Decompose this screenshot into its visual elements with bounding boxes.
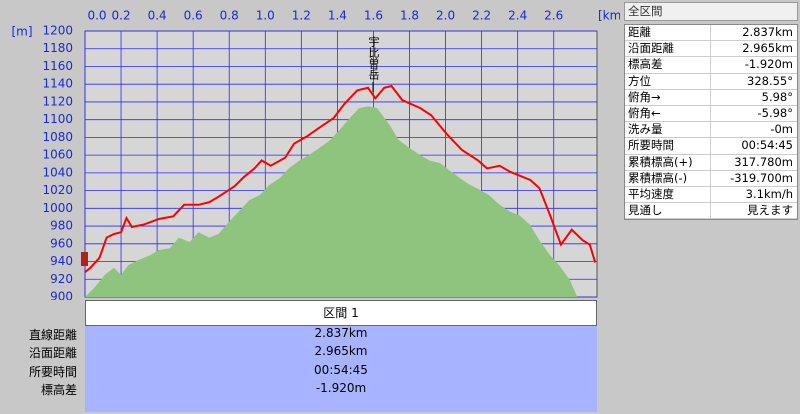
summary-value: 3.1km/h: [745, 186, 793, 201]
chart: [m] [km] 900 920 940 960 980 1000 1020 1040 1060…: [11, 9, 620, 301]
route-line: [84, 84, 597, 273]
summary-label: 方位: [625, 73, 711, 89]
x-tick-label: 1.4: [328, 9, 347, 23]
section-value: -1.920m: [315, 380, 367, 395]
x-tick-label: 0.8: [220, 9, 239, 23]
summary-label: 累積標高(+): [625, 154, 711, 170]
summary-label: 洗み量: [625, 122, 711, 138]
section-value: 00:54:45: [314, 362, 368, 377]
y-tick-label: 1120: [42, 94, 73, 108]
summary-label: 標高差: [625, 57, 711, 73]
y-tick-label: 1160: [42, 59, 73, 73]
summary-label: 沿面距離: [625, 41, 711, 57]
x-tick-label: 2.2: [472, 9, 491, 23]
y-tick-label: 1100: [42, 112, 73, 126]
y-tick-label: 980: [50, 219, 73, 233]
x-tick-label: 0.6: [184, 9, 203, 23]
summary-label: 距離: [625, 25, 711, 41]
x-unit: [km]: [598, 9, 620, 23]
x-tick-label: 0.4: [148, 9, 167, 23]
summary-row: 俯角← -5.98°: [625, 105, 797, 123]
summary-row: 俯角→ 5.98°: [625, 89, 797, 106]
summary-value: 2.837km: [742, 25, 793, 39]
y-tick-label: 1040: [42, 165, 73, 179]
section-value: 2.965km: [314, 344, 368, 359]
summary-value: -0m: [770, 122, 793, 137]
summary-label: 見通し: [625, 203, 711, 219]
summary-row: 見通し 見えます: [625, 203, 797, 220]
start-marker: [81, 252, 88, 266]
summary-label: 平均速度: [625, 186, 711, 203]
section-label: 沿面距離: [28, 346, 77, 361]
summary-row: 洗み量 -0m: [625, 122, 797, 139]
summary-panel: 全区間 距離 2.837km 沿面距離 2.965km 標高差 -1.920m 方位 328.…: [624, 2, 798, 221]
summary-label: 累積標高(-): [625, 170, 711, 186]
y-tick-label: 1000: [42, 201, 73, 215]
summary-label: 俯角←: [625, 105, 711, 122]
summary-value: -319.700m: [730, 170, 793, 185]
section-label: 直線距離: [28, 328, 77, 342]
y-tick-label: 960: [50, 236, 73, 250]
summary-value: 00:54:45: [741, 138, 793, 153]
summary-table: 距離 2.837km 沿面距離 2.965km 標高差 -1.920m 方位 328.55° 俯…: [624, 24, 798, 221]
summary-row: 累積標高(-) -319.700m: [625, 170, 797, 187]
summary-value: 見えます: [747, 203, 793, 218]
x-tick-label: 1.2: [292, 9, 311, 23]
summary-value: 328.55°: [747, 73, 793, 88]
section-label: 所要時間: [28, 364, 77, 379]
section-title[interactable]: 区間 1: [85, 300, 597, 326]
y-tick-label: 1020: [42, 183, 73, 197]
summary-row: 所要時間 00:54:45: [625, 138, 797, 155]
x-tick-label: 1.8: [400, 9, 419, 23]
summary-row: 沿面距離 2.965km: [625, 41, 797, 58]
x-tick-label: 2.0: [436, 9, 455, 23]
summary-label: 俯角→: [625, 89, 711, 105]
x-tick-label: 1.6: [364, 9, 383, 23]
x-tick-label: 0.0: [87, 9, 106, 23]
x-tick-label: 1.0: [256, 9, 275, 23]
section-values: [85, 326, 597, 412]
y-tick-label: 900: [50, 290, 73, 301]
section-value: 2.837km: [314, 326, 368, 340]
summary-value: -5.98°: [757, 105, 793, 120]
summary-row: 方位 328.55°: [625, 73, 797, 90]
annotation: 宇比曽岳: [367, 36, 380, 80]
y-tick-label: 1060: [42, 148, 73, 162]
x-tick-label: 2.6: [544, 9, 563, 23]
x-tick-label: 2.4: [508, 9, 527, 23]
x-tick-label: 0.2: [112, 9, 131, 23]
summary-row: 標高差 -1.920m: [625, 57, 797, 74]
section-label: 標高差: [40, 382, 77, 397]
y-tick-label: 940: [50, 254, 73, 268]
summary-title: 全区間: [624, 2, 798, 21]
summary-row: 距離 2.837km: [625, 25, 797, 42]
y-tick-label: 920: [50, 272, 73, 286]
y-tick-label: 1080: [42, 130, 73, 144]
terrain-area: [85, 106, 578, 297]
y-unit: [m]: [11, 25, 32, 39]
summary-row: 累積標高(+) 317.780m: [625, 154, 797, 171]
y-tick-label: 1140: [42, 77, 73, 91]
y-tick-label: 1180: [42, 41, 73, 55]
summary-value: -1.920m: [744, 57, 793, 72]
summary-label: 所要時間: [625, 138, 711, 154]
summary-value: 2.965km: [742, 41, 793, 56]
summary-value: 317.780m: [734, 154, 793, 169]
y-tick-label: 1200: [42, 24, 73, 38]
summary-row: 平均速度 3.1km/h: [625, 186, 797, 204]
summary-value: 5.98°: [761, 89, 793, 104]
